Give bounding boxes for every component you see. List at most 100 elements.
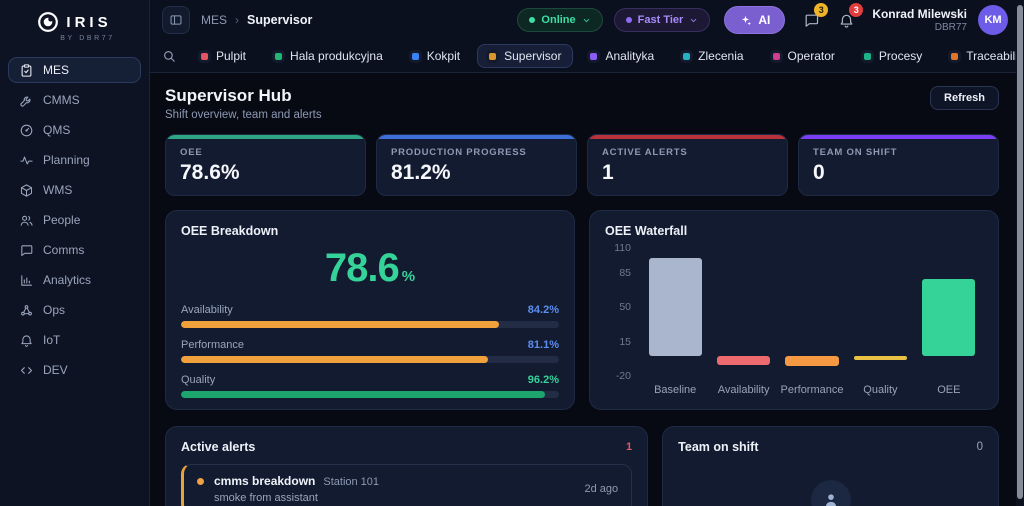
progress-track <box>181 391 559 398</box>
kpi-card-team-on-shift: TEAM ON SHIFT 0 <box>798 134 999 196</box>
clipboard-icon <box>19 63 34 78</box>
tab-color-dot <box>201 52 208 60</box>
tab-pulpit[interactable]: Pulpit <box>189 44 258 68</box>
kpi-row: OEE 78.6% PRODUCTION PROGRESS 81.2% ACTI… <box>165 134 999 196</box>
oee-waterfall-title: OEE Waterfall <box>605 224 688 238</box>
x-category-label: Performance <box>780 384 844 396</box>
tab-color-dot <box>683 52 691 60</box>
avatar[interactable]: KM <box>978 5 1008 35</box>
ai-button-label: AI <box>758 13 771 27</box>
notifications-button[interactable]: 3 <box>834 3 864 32</box>
tab-color-dot <box>590 52 598 60</box>
bell-icon <box>838 12 855 29</box>
gauge-icon <box>19 123 34 138</box>
online-status-dropdown[interactable]: Online <box>517 8 603 32</box>
page-content: Supervisor Hub Shift overview, team and … <box>150 73 1024 506</box>
team-on-shift-count: 0 <box>976 441 983 453</box>
page-subtitle: Shift overview, team and alerts <box>165 109 322 121</box>
scrollbar-thumb[interactable] <box>1017 5 1023 499</box>
empty-team-avatar <box>810 480 851 506</box>
alert-severity-dot <box>197 478 204 485</box>
brand-name: IRIS <box>66 13 112 31</box>
sidebar-item-qms[interactable]: QMS <box>8 117 141 143</box>
bar-chart-icon <box>19 273 34 288</box>
sidebar-item-cmms[interactable]: CMMS <box>8 87 141 113</box>
package-icon <box>19 183 34 198</box>
sidebar-item-people[interactable]: People <box>8 207 141 233</box>
oee-big-unit: % <box>401 268 416 285</box>
tab-color-dot <box>772 52 780 60</box>
kpi-accent-bar <box>377 135 576 139</box>
waterfall-bar-performance <box>785 356 839 367</box>
oee-big-value: 78.6 <box>324 246 400 290</box>
messages-button[interactable]: 3 <box>799 3 829 32</box>
user-menu[interactable]: Konrad Milewski DBR77 <box>872 7 967 32</box>
waterfall-bar-baseline <box>648 257 702 357</box>
sidebar-item-planning[interactable]: Planning <box>8 147 141 173</box>
page-title: Supervisor Hub <box>165 86 292 105</box>
tab-operator[interactable]: Operator <box>761 44 847 68</box>
users-icon <box>19 213 34 228</box>
panel-left-icon <box>169 13 183 27</box>
refresh-button[interactable]: Refresh <box>930 86 999 110</box>
active-alerts-title: Active alerts <box>181 440 256 454</box>
code-icon <box>19 363 34 378</box>
breadcrumb-page: Supervisor <box>247 13 313 27</box>
tabs-list: Pulpit Hala produkcyjna Kokpit Superviso… <box>189 44 1024 68</box>
notifications-badge: 3 <box>849 3 864 17</box>
iris-logo-icon <box>37 11 59 33</box>
tab-zlecenia[interactable]: Zlecenia <box>671 44 755 68</box>
breadcrumb-section[interactable]: MES <box>201 13 228 27</box>
kpi-accent-bar <box>166 135 365 139</box>
sidebar-item-analytics[interactable]: Analytics <box>8 267 141 293</box>
topbar: MES › Supervisor Online Fast Tier <box>150 0 1024 40</box>
search-icon[interactable] <box>162 49 176 63</box>
oee-breakdown-panel: OEE Breakdown 78.6% Availability 84.2% P… <box>165 210 575 410</box>
sidebar-item-wms[interactable]: WMS <box>8 177 141 203</box>
oee-breakdown-title: OEE Breakdown <box>181 224 279 238</box>
tier-dropdown[interactable]: Fast Tier <box>613 8 711 32</box>
progress-fill <box>181 356 488 363</box>
x-category-label: Quality <box>863 384 898 396</box>
tab-procesy[interactable]: Procesy <box>852 44 934 68</box>
sidebar-item-dev[interactable]: DEV <box>8 357 141 383</box>
tab-analityka[interactable]: Analityka <box>578 44 666 68</box>
brand-subtitle: BY DBR77 <box>60 35 115 42</box>
x-category-label: Baseline <box>654 384 697 396</box>
sparkles-icon <box>739 14 752 27</box>
user-name: Konrad Milewski <box>872 7 967 22</box>
sidebar-toggle-button[interactable] <box>162 6 190 34</box>
kpi-card-oee: OEE 78.6% <box>165 134 366 196</box>
waterfall-x-labels: Baseline Availability Performance Quality OE… <box>641 384 983 396</box>
sidebar-item-mes[interactable]: MES <box>8 57 141 83</box>
ai-assistant-button[interactable]: AI <box>724 6 786 34</box>
tab-hala-produkcyjna[interactable]: Hala produkcyjna <box>263 44 395 68</box>
tab-traceability[interactable]: Traceability <box>939 44 1024 68</box>
online-status-dot <box>529 17 536 23</box>
x-category-label: OEE <box>937 384 961 396</box>
progress-track <box>181 321 559 328</box>
progress-track <box>181 356 559 363</box>
sidebar-item-ops[interactable]: Ops <box>8 297 141 323</box>
sidebar: IRIS BY DBR77 MES CMMS QMS Planning WMS … <box>0 0 150 506</box>
waterfall-bar-quality <box>853 356 908 361</box>
tab-supervisor[interactable]: Supervisor <box>477 44 574 68</box>
breakdown-row-quality: Quality 96.2% <box>181 374 559 398</box>
tier-dot <box>625 17 632 23</box>
alert-item[interactable]: cmms breakdown Station 101 smoke from as… <box>181 464 633 506</box>
tab-kokpit[interactable]: Kokpit <box>400 44 472 68</box>
tab-color-dot <box>411 52 419 60</box>
tab-color-dot <box>275 52 283 60</box>
sidebar-item-comms[interactable]: Comms <box>8 237 141 263</box>
activity-icon <box>19 153 34 168</box>
kpi-card-production-progress: PRODUCTION PROGRESS 81.2% <box>376 134 577 196</box>
person-icon <box>821 490 841 506</box>
online-status-label: Online <box>541 14 576 26</box>
progress-fill <box>181 321 500 328</box>
y-tick-label: 50 <box>619 301 631 314</box>
sidebar-item-iot[interactable]: IoT <box>8 327 141 353</box>
active-alerts-count: 1 <box>626 441 633 453</box>
sidebar-nav: MES CMMS QMS Planning WMS People Comms A… <box>0 57 149 383</box>
tab-color-dot <box>951 52 959 60</box>
